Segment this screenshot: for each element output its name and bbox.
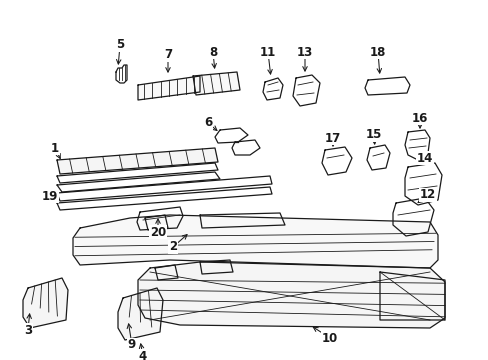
- Text: 7: 7: [163, 49, 172, 62]
- Text: 8: 8: [208, 45, 217, 58]
- Polygon shape: [138, 262, 444, 328]
- Polygon shape: [193, 72, 240, 95]
- Text: 11: 11: [259, 45, 276, 58]
- Text: 10: 10: [321, 332, 337, 345]
- Polygon shape: [73, 215, 437, 268]
- Text: 19: 19: [42, 189, 58, 202]
- Text: 3: 3: [24, 324, 32, 337]
- Text: 18: 18: [369, 45, 386, 58]
- Polygon shape: [138, 76, 200, 100]
- Text: 15: 15: [365, 129, 382, 141]
- Polygon shape: [57, 148, 218, 174]
- Text: 9: 9: [128, 338, 136, 351]
- Text: 6: 6: [203, 117, 212, 130]
- Text: 2: 2: [168, 240, 177, 253]
- Text: 20: 20: [149, 225, 166, 238]
- Text: 14: 14: [416, 152, 432, 165]
- Text: 16: 16: [411, 112, 427, 125]
- Text: 13: 13: [296, 45, 312, 58]
- Text: 4: 4: [139, 350, 147, 360]
- Text: 12: 12: [419, 189, 435, 202]
- Polygon shape: [118, 288, 163, 340]
- Text: 17: 17: [324, 131, 341, 144]
- Text: 1: 1: [51, 141, 59, 154]
- Text: 5: 5: [116, 39, 124, 51]
- Polygon shape: [23, 278, 68, 328]
